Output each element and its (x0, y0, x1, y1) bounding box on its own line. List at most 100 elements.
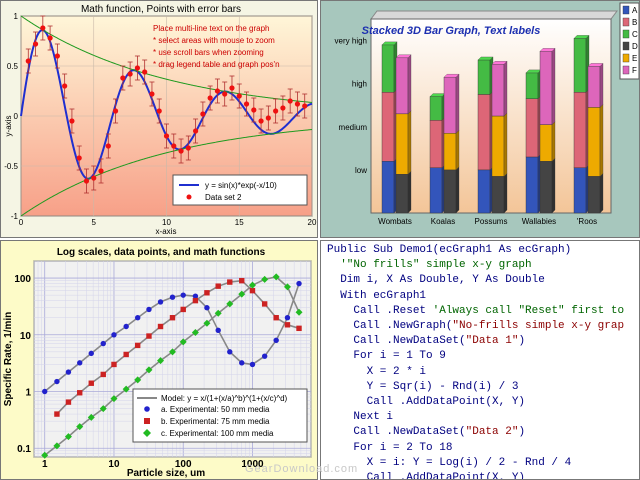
chart1-y-tick-label: -0.5 (4, 162, 18, 171)
chart2-legend-swatch-B (622, 17, 630, 27)
chart2-bar-segment-D (395, 173, 409, 214)
code-line: Call .NewDataSet("Data 1") (327, 334, 624, 349)
chart1-data-point (171, 143, 177, 149)
watermark-text: GearDownload.com (245, 463, 359, 475)
chart2-bar-segment-F (443, 76, 457, 134)
chart2-bar-top (573, 35, 590, 39)
chart2-bar-side-F (503, 60, 508, 117)
math-function-chart-panel: Math function, Points with error bars x-… (0, 0, 318, 238)
chart3-legend-c: c. Experimental: 100 mm media (161, 429, 274, 438)
chart3-legend-b: b. Experimental: 75 mm media (161, 417, 270, 426)
code-line: Call .Reset 'Always call "Reset" first t… (327, 304, 624, 319)
chart1-data-point (294, 101, 301, 107)
code-token: "Data 2" (465, 426, 519, 439)
chart1-annotation-line1: Place multi-line text on the graph (153, 24, 270, 33)
chart2-bar-segment-B (573, 92, 587, 168)
chart1-data-point (200, 111, 206, 117)
chart1-data-point (251, 107, 257, 113)
chart2-legend-swatch-F (622, 65, 630, 75)
chart1-data-point (76, 155, 82, 161)
chart1-legend-item-function: y = sin(x)*exp(-x/10) (205, 181, 277, 190)
chart2-bar-side-E (455, 129, 460, 171)
chart3-point-a (296, 280, 302, 287)
chart3-point-a (100, 340, 106, 347)
chart1-legend[interactable]: y = sin(x)*exp(-x/10) Data set 2 (172, 174, 308, 206)
chart3-point-b (296, 325, 302, 332)
chart2-y-tick-label: very high (335, 37, 367, 46)
chart3-point-c (64, 433, 72, 441)
chart3-point-c (295, 308, 303, 316)
chart2-bar-segment-A (477, 169, 491, 214)
chart2-x-category-label: Koalas (431, 217, 455, 226)
chart1-y-axis-label: y-axis (4, 116, 13, 137)
chart2-x-category-label: Possums (475, 217, 508, 226)
chart2-bar-segment-C (573, 38, 587, 93)
chart1-data-point (280, 105, 286, 111)
chart1-legend-item-data: Data set 2 (205, 193, 242, 202)
chart1-annotation-line2: * select areas with mouse to zoom (153, 36, 275, 45)
chart1-curve--exp-x-10- (20, 129, 313, 217)
chart3-y-tick-label: 1 (25, 388, 31, 399)
chart1-x-tick-label: 5 (92, 218, 97, 227)
code-token: Call .NewDataSet( (327, 335, 466, 348)
chart1-data-point (243, 101, 250, 107)
chart3-point-c (261, 275, 269, 283)
chart1-data-point (120, 75, 126, 81)
chart3-point-b (88, 380, 94, 386)
code-listing[interactable]: Public Sub Demo1(ecGraph1 As ecGraph) '"… (327, 243, 624, 479)
chart3-point-b (77, 390, 83, 396)
code-token: Call .NewGraph( (327, 320, 453, 333)
chart3-point-a (227, 349, 233, 355)
chart1-data-point (98, 168, 104, 174)
chart3-point-b (134, 342, 141, 349)
chart2-legend-swatch-A (622, 5, 630, 15)
chart3-point-b (249, 287, 256, 294)
code-line: Call .NewDataSet("Data 2") (327, 425, 624, 440)
chart3-point-b (192, 297, 199, 304)
chart3-x-tick-label: 100 (175, 459, 192, 470)
code-line: X = i: Y = Log(i) / 2 - Rnd / 4 (327, 456, 624, 471)
chart2-bar-segment-E (443, 133, 457, 171)
code-token: Next i (327, 411, 394, 424)
chart3-x-tick-label: 1 (42, 459, 48, 470)
chart2-bar-top (443, 74, 460, 78)
chart3-point-c (203, 319, 211, 327)
chart2-bar-side-D (455, 166, 460, 214)
chart3-point-c (191, 328, 199, 336)
chart3-point-a (239, 360, 245, 366)
chart2-bar-segment-F (491, 64, 505, 117)
chart3-legend[interactable]: Model: y = x/(1+(x/a)^b)^(1+(x/c)^d) a. … (132, 388, 308, 443)
chart3-point-a (88, 350, 94, 357)
chart2-bar-segment-F (395, 57, 409, 115)
chart2-bar-segment-A (573, 167, 587, 214)
code-listing-panel[interactable]: Public Sub Demo1(ecGraph1 As ecGraph) '"… (320, 240, 640, 480)
chart3-point-b (146, 333, 152, 339)
chart2-bar-segment-E (587, 107, 601, 177)
chart2-bar-segment-E (395, 113, 409, 175)
chart3-point-c (122, 385, 130, 393)
chart3-point-c (214, 309, 222, 317)
chart3-point-c (87, 413, 95, 421)
chart3-point-b (180, 306, 186, 313)
code-token: X = i: Y = Log(i) / 2 - Rnd / 4 (327, 456, 572, 469)
chart3-point-b (65, 399, 72, 405)
code-line: For i = 1 To 9 (327, 349, 624, 364)
chart3-x-tick-label: 1000 (241, 459, 264, 470)
code-token: '"No frills" simple x-y graph (327, 259, 532, 272)
chart3-point-c (110, 395, 118, 403)
stacked-bar-chart[interactable]: Stacked 3D Bar Graph, Text labels low med… (321, 1, 640, 238)
chart2-bar-side-F (551, 47, 556, 125)
log-scale-chart[interactable]: Log scales, data points, and math functi… (1, 241, 318, 480)
math-function-chart[interactable]: Math function, Points with error bars x-… (1, 1, 318, 238)
chart3-y-axis-label: Specific Rate, 1/min (3, 312, 14, 406)
code-token: For i = 2 To 18 (327, 441, 453, 454)
chart1-data-point (142, 69, 148, 75)
chart1-curve-exp-x-10- (20, 15, 313, 103)
chart3-point-a (192, 293, 199, 299)
chart1-y-tick-label: 0.5 (7, 62, 19, 71)
chart1-data-point (69, 118, 75, 124)
code-line: Call .AddDataPoint(X, Y) (327, 471, 624, 479)
chart1-data-point (91, 175, 97, 181)
code-token: X = 2 * i (327, 365, 427, 378)
